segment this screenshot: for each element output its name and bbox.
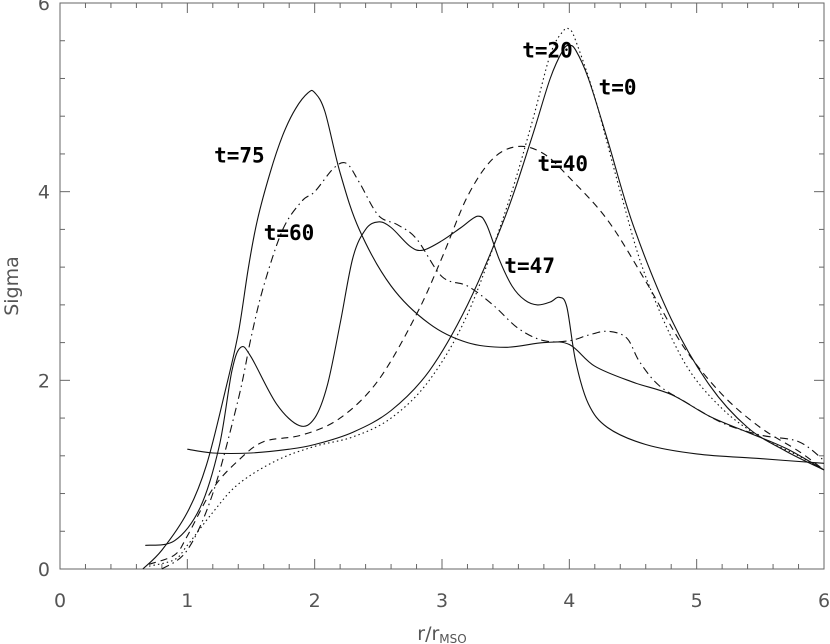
y-tick-label: 4 <box>38 182 50 204</box>
series-line-t-20 <box>148 27 825 567</box>
x-tick-label: 1 <box>181 590 193 612</box>
x-tick-label: 5 <box>691 590 703 612</box>
curve-label-t-47: t=47 <box>504 254 555 278</box>
y-axis-title: Sigma <box>1 256 23 316</box>
y-tick-labels: 0 2 4 6 <box>38 0 50 581</box>
curve-label-t-75: t=75 <box>214 143 265 167</box>
curve-label-t-0: t=0 <box>599 76 637 100</box>
x-tick-label: 4 <box>563 590 575 612</box>
plot-frame <box>59 2 825 570</box>
y-tick-label: 2 <box>38 370 50 392</box>
x-tick-label: 6 <box>818 590 830 612</box>
x-tick-label: 0 <box>54 590 66 612</box>
axis-ticks <box>59 2 825 570</box>
series-lines <box>142 27 825 570</box>
x-tick-label: 2 <box>309 590 321 612</box>
series-line-t-40 <box>148 145 825 565</box>
curve-label-t-40: t=40 <box>538 152 589 176</box>
y-tick-label: 0 <box>38 559 50 581</box>
curve-label-t-60: t=60 <box>264 221 315 245</box>
series-line-t-60 <box>161 161 825 570</box>
y-tick-label: 6 <box>38 0 50 15</box>
series-line-t-47 <box>145 215 825 546</box>
x-axis-title: r/rMSO <box>417 623 466 644</box>
curve-labels: t=20 t=0 t=75 t=40 t=60 t=47 <box>214 39 636 278</box>
series-line-t-0 <box>187 44 825 471</box>
x-tick-label: 3 <box>436 590 448 612</box>
curve-label-t-20: t=20 <box>522 39 573 63</box>
series-line-t-75 <box>142 89 825 570</box>
x-tick-labels: 0 1 2 3 4 5 6 <box>54 590 830 612</box>
